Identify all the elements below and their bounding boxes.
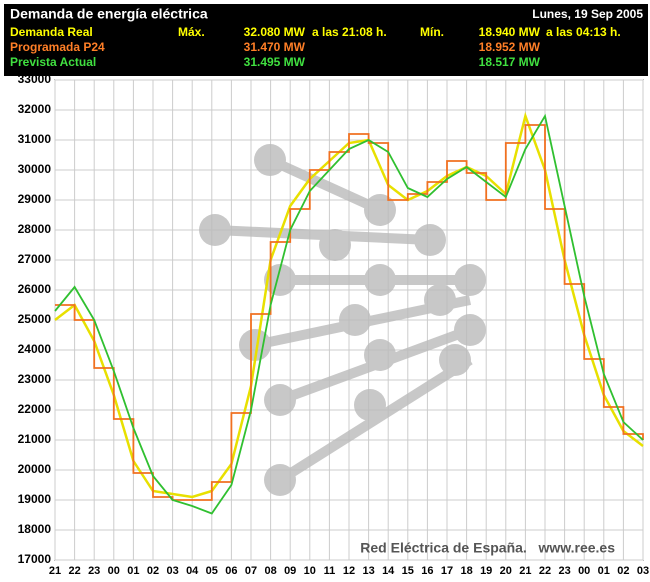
y-tick-label: 20000: [18, 462, 52, 476]
min-value: 18.940 MW: [479, 25, 541, 39]
x-tick-label: 21: [519, 565, 531, 577]
x-tick-label: 19: [480, 565, 492, 577]
x-tick-label: 22: [539, 565, 551, 577]
y-tick-label: 21000: [18, 432, 52, 446]
y-tick-label: 28000: [18, 222, 52, 236]
y-tick-label: 19000: [18, 492, 52, 506]
legend-entry: Demanda Real: [10, 25, 93, 39]
x-tick-label: 23: [88, 565, 100, 577]
y-tick-label: 31000: [18, 132, 52, 146]
x-tick-label: 02: [147, 565, 159, 577]
min-label: Mín.: [420, 25, 444, 39]
max-value: 31.495 MW: [244, 55, 306, 69]
max-value: 31.470 MW: [244, 40, 306, 54]
x-tick-label: 05: [206, 565, 218, 577]
x-tick-label: 10: [304, 565, 316, 577]
legend-entry: Programada P24: [10, 40, 105, 54]
x-tick-label: 17: [441, 565, 453, 577]
x-tick-label: 11: [324, 565, 336, 577]
watermark-logo: [199, 144, 486, 496]
x-tick-label: 23: [558, 565, 570, 577]
x-tick-label: 14: [382, 565, 395, 577]
x-tick-label: 13: [362, 565, 374, 577]
x-tick-label: 20: [500, 565, 512, 577]
watermark-text: Red Eléctrica de España. www.ree.es: [360, 540, 615, 556]
x-tick-label: 00: [108, 565, 120, 577]
min-value: 18.517 MW: [479, 55, 541, 69]
x-tick-label: 21: [49, 565, 61, 577]
max-time: a las 21:08 h.: [312, 25, 387, 39]
x-tick-label: 09: [284, 565, 296, 577]
date: Lunes, 19 Sep 2005: [532, 7, 643, 21]
x-tick-label: 06: [225, 565, 237, 577]
min-value: 18.952 MW: [479, 40, 541, 54]
x-tick-label: 01: [598, 565, 610, 577]
y-tick-label: 30000: [18, 162, 52, 176]
x-tick-label: 03: [166, 565, 178, 577]
y-tick-label: 29000: [18, 192, 52, 206]
x-tick-label: 15: [402, 565, 414, 577]
y-tick-label: 32000: [18, 102, 52, 116]
y-tick-label: 33000: [18, 72, 52, 86]
x-tick-label: 22: [68, 565, 80, 577]
x-tick-label: 00: [578, 565, 590, 577]
x-tick-label: 12: [343, 565, 355, 577]
y-tick-label: 18000: [18, 522, 52, 536]
y-tick-label: 22000: [18, 402, 52, 416]
y-tick-label: 23000: [18, 372, 52, 386]
chart-title: Demanda de energía eléctrica: [10, 6, 208, 22]
max-label: Máx.: [178, 25, 205, 39]
x-tick-label: 08: [264, 565, 276, 577]
y-tick-label: 24000: [18, 342, 52, 356]
y-tick-label: 26000: [18, 282, 52, 296]
y-tick-label: 17000: [18, 552, 52, 566]
max-value: 32.080 MW: [244, 25, 306, 39]
x-tick-label: 07: [245, 565, 257, 577]
header-background: [4, 4, 648, 76]
y-tick-label: 25000: [18, 312, 52, 326]
x-tick-label: 01: [127, 565, 139, 577]
x-tick-label: 18: [460, 565, 472, 577]
grid: [54, 79, 644, 561]
x-tick-label: 04: [186, 565, 199, 577]
x-tick-label: 03: [637, 565, 649, 577]
series-line: [55, 124, 644, 501]
series-line: [54, 113, 644, 515]
x-tick-label: 02: [617, 565, 629, 577]
legend-entry: Prevista Actual: [10, 55, 96, 69]
y-tick-label: 27000: [18, 252, 52, 266]
x-tick-label: 16: [421, 565, 433, 577]
min-time: a las 04:13 h.: [546, 25, 621, 39]
